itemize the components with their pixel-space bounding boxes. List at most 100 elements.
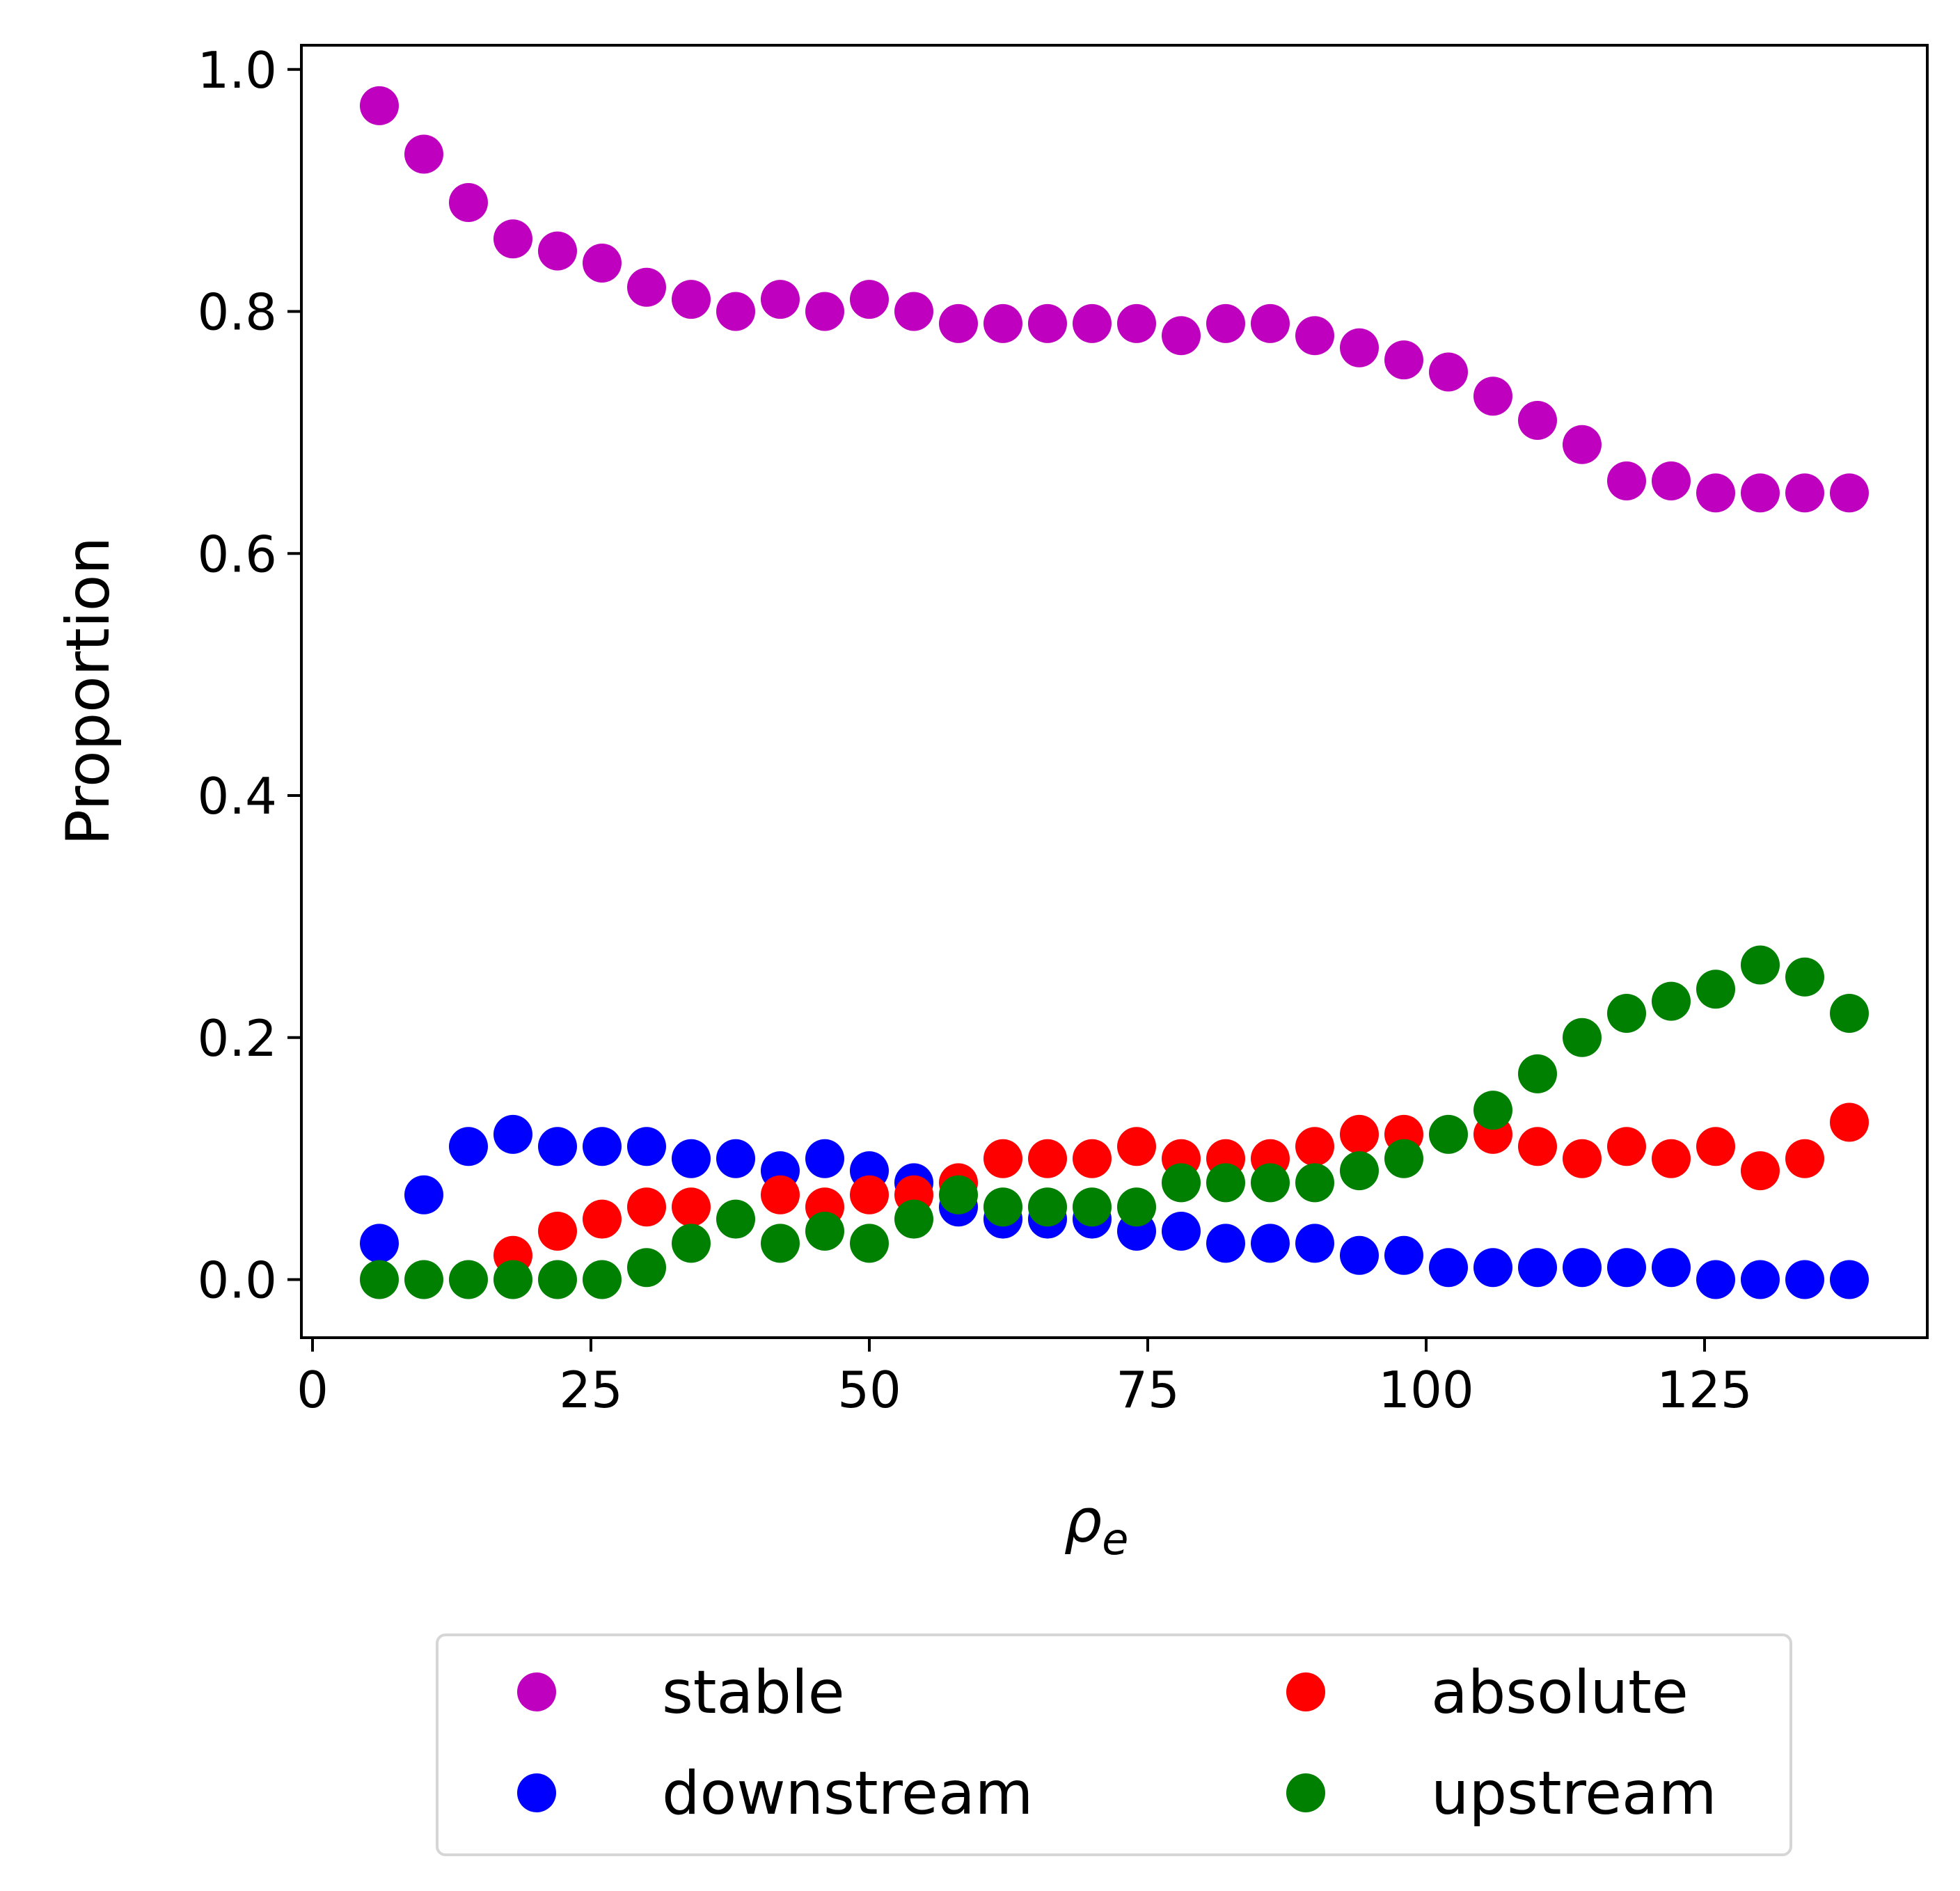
point-stable-58: [939, 303, 978, 343]
point-absolute-50: [850, 1175, 889, 1214]
x-tick-label-100: 100: [1378, 1361, 1473, 1419]
point-absolute-74: [1117, 1127, 1156, 1166]
point-stable-74: [1117, 303, 1156, 343]
point-absolute-94: [1340, 1114, 1379, 1154]
legend-frame: [436, 1633, 1792, 1856]
point-stable-82: [1206, 303, 1245, 343]
legend-label-stable: stable: [662, 1658, 845, 1727]
point-upstream-42: [761, 1224, 800, 1263]
y-tick-label-0.4: 0.4: [197, 767, 277, 825]
y-tick-label-0.6: 0.6: [197, 525, 277, 583]
point-upstream-126: [1696, 970, 1735, 1009]
point-upstream-18: [493, 1260, 532, 1299]
point-downstream-130: [1741, 1260, 1780, 1299]
y-tick-label-0.8: 0.8: [197, 283, 277, 342]
legend-marker-upstream: [1286, 1773, 1325, 1812]
point-downstream-106: [1473, 1248, 1512, 1288]
point-stable-42: [761, 280, 800, 319]
point-upstream-34: [672, 1224, 711, 1263]
point-stable-90: [1295, 316, 1334, 356]
point-stable-86: [1251, 303, 1290, 343]
point-stable-134: [1785, 473, 1824, 513]
point-absolute-90: [1295, 1127, 1334, 1166]
point-upstream-30: [627, 1248, 666, 1288]
point-absolute-134: [1785, 1139, 1824, 1178]
point-upstream-74: [1117, 1187, 1156, 1227]
point-upstream-38: [716, 1199, 755, 1239]
point-absolute-42: [761, 1175, 800, 1214]
point-upstream-94: [1340, 1151, 1379, 1191]
point-stable-62: [983, 303, 1022, 343]
x-axis-label: ρe: [1064, 1487, 1129, 1565]
x-axis-label-subscript: e: [1102, 1514, 1128, 1565]
point-upstream-70: [1073, 1187, 1112, 1227]
point-upstream-102: [1429, 1114, 1468, 1154]
point-upstream-6: [360, 1260, 399, 1299]
point-absolute-34: [672, 1187, 711, 1227]
point-absolute-126: [1696, 1127, 1735, 1166]
point-downstream-122: [1652, 1248, 1691, 1288]
point-stable-118: [1607, 461, 1646, 500]
point-upstream-58: [939, 1175, 978, 1214]
point-upstream-118: [1607, 994, 1646, 1033]
point-absolute-30: [627, 1187, 666, 1227]
point-downstream-34: [672, 1139, 711, 1178]
point-downstream-94: [1340, 1235, 1379, 1275]
point-upstream-50: [850, 1224, 889, 1263]
point-absolute-130: [1741, 1151, 1780, 1191]
point-absolute-22: [538, 1212, 577, 1251]
point-downstream-38: [716, 1139, 755, 1178]
point-stable-70: [1073, 303, 1112, 343]
point-upstream-110: [1518, 1054, 1557, 1093]
point-upstream-10: [404, 1260, 443, 1299]
point-absolute-66: [1028, 1139, 1067, 1178]
y-tick-label-1.0: 1.0: [197, 41, 277, 100]
point-downstream-30: [627, 1127, 666, 1166]
point-stable-6: [360, 86, 399, 125]
point-upstream-22: [538, 1260, 577, 1299]
point-stable-122: [1652, 461, 1691, 500]
point-stable-50: [850, 280, 889, 319]
point-stable-30: [627, 267, 666, 307]
x-tick-label-0: 0: [297, 1361, 329, 1419]
point-absolute-138: [1830, 1102, 1869, 1142]
point-downstream-6: [360, 1224, 399, 1263]
point-upstream-138: [1830, 994, 1869, 1033]
point-upstream-86: [1251, 1163, 1290, 1203]
point-stable-66: [1028, 303, 1067, 343]
plot-frame: [300, 44, 1929, 1339]
point-stable-94: [1340, 328, 1379, 367]
point-upstream-26: [583, 1260, 622, 1299]
point-stable-114: [1563, 425, 1602, 464]
point-upstream-14: [449, 1260, 488, 1299]
x-tick-label-75: 75: [1116, 1361, 1180, 1419]
point-absolute-114: [1563, 1139, 1602, 1178]
point-downstream-110: [1518, 1248, 1557, 1288]
x-tick-label-25: 25: [559, 1361, 623, 1419]
point-upstream-134: [1785, 957, 1824, 997]
point-stable-98: [1384, 340, 1423, 380]
point-upstream-54: [894, 1199, 933, 1239]
point-downstream-82: [1206, 1224, 1245, 1263]
legend-label-upstream: upstream: [1431, 1759, 1716, 1828]
legend: stable absolute downstream upstream: [436, 1633, 1792, 1856]
point-downstream-46: [805, 1139, 844, 1178]
y-tick-label-0.0: 0.0: [197, 1251, 277, 1310]
point-upstream-46: [805, 1212, 844, 1251]
point-downstream-78: [1162, 1212, 1201, 1251]
point-absolute-26: [583, 1199, 622, 1239]
point-absolute-122: [1652, 1139, 1691, 1178]
point-stable-126: [1696, 473, 1735, 513]
point-upstream-130: [1741, 945, 1780, 985]
point-downstream-102: [1429, 1248, 1468, 1288]
point-downstream-126: [1696, 1260, 1735, 1299]
point-stable-110: [1518, 401, 1557, 440]
point-upstream-98: [1384, 1139, 1423, 1178]
point-stable-130: [1741, 473, 1780, 513]
point-stable-26: [583, 244, 622, 283]
point-upstream-82: [1206, 1163, 1245, 1203]
point-stable-106: [1473, 377, 1512, 416]
point-downstream-86: [1251, 1224, 1290, 1263]
legend-marker-downstream: [517, 1773, 556, 1812]
x-axis-label-main: ρ: [1064, 1487, 1102, 1556]
